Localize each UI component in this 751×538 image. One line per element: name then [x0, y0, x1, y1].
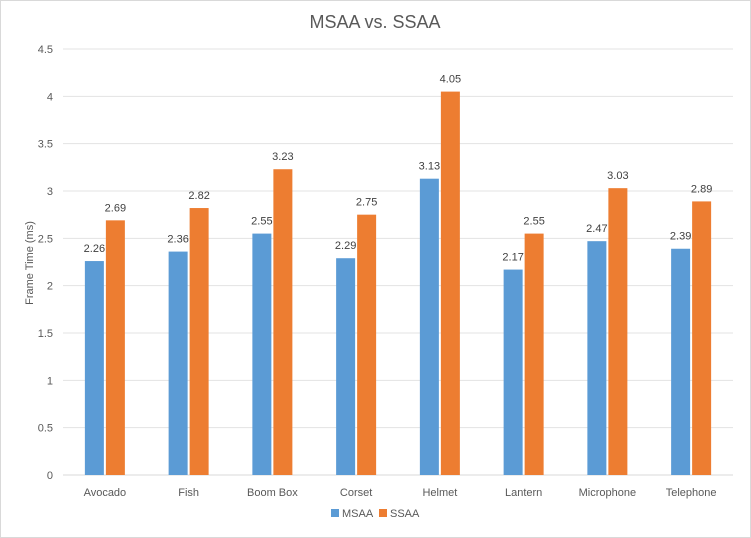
bar-ssaa-fish: [189, 208, 209, 476]
legend-label-msaa: MSAA: [342, 508, 374, 520]
data-label: 2.55: [251, 216, 272, 228]
data-label: 2.75: [356, 197, 377, 209]
x-tick-label: Helmet: [422, 487, 457, 499]
y-tick-label: 1.5: [38, 328, 53, 340]
x-tick-label: Corset: [340, 487, 372, 499]
data-label: 2.39: [670, 231, 691, 243]
data-labels: 2.26 2.69 2.36 2.82 2.55 3.23 2.29 2.75 3.13 4.05…: [84, 74, 713, 264]
x-tick-label: Microphone: [579, 487, 636, 499]
bar-ssaa-lantern: [524, 233, 544, 475]
y-tick-label: 2: [47, 281, 53, 293]
bar-ssaa-microphone: [608, 188, 628, 475]
bars: [84, 91, 712, 476]
y-tick-label: 0: [47, 470, 53, 482]
data-label: 3.13: [419, 161, 440, 173]
data-label: 2.82: [188, 190, 209, 202]
x-tick-label: Telephone: [666, 487, 717, 499]
legend: MSAA SSAA: [331, 508, 420, 520]
data-label: 2.55: [523, 216, 544, 228]
legend-swatch-msaa: [331, 509, 339, 517]
data-label: 2.47: [586, 223, 607, 235]
y-tick-label: 2.5: [38, 233, 53, 245]
bar-ssaa-telephone: [692, 201, 712, 475]
data-label: 2.89: [691, 183, 712, 195]
bar-msaa-lantern: [503, 269, 523, 475]
x-axis-ticks: Avocado Fish Boom Box Corset Helmet Lantern Mi…: [84, 487, 717, 499]
y-tick-label: 1: [47, 375, 53, 387]
y-tick-label: 3.5: [38, 139, 53, 151]
bar-msaa-fish: [168, 251, 188, 475]
data-label: 2.26: [84, 243, 105, 255]
data-label: 3.23: [272, 151, 293, 163]
bar-msaa-avocado: [84, 261, 104, 475]
x-tick-label: Avocado: [84, 487, 127, 499]
data-label: 3.03: [607, 170, 628, 182]
y-tick-label: 0.5: [38, 423, 53, 435]
y-axis-ticks: 0 0.5 1 1.5 2 2.5 3 3.5 4 4.5: [38, 44, 53, 482]
bar-ssaa-helmet: [440, 91, 460, 475]
data-label: 4.05: [440, 74, 461, 86]
x-tick-label: Boom Box: [247, 487, 298, 499]
y-tick-label: 3: [47, 186, 53, 198]
bar-msaa-corset: [336, 258, 356, 475]
data-label: 2.69: [105, 202, 126, 214]
data-label: 2.17: [502, 252, 523, 264]
bar-msaa-helmet: [419, 178, 439, 475]
chart-title: MSAA vs. SSAA: [309, 12, 440, 32]
grid-lines: [63, 48, 733, 476]
data-label: 2.29: [335, 240, 356, 252]
data-label: 2.36: [167, 234, 188, 246]
y-tick-label: 4.5: [38, 44, 53, 56]
bar-msaa-telephone: [671, 248, 691, 475]
bar-ssaa-avocado: [105, 220, 125, 475]
bar-ssaa-corset: [357, 214, 377, 475]
x-tick-label: Lantern: [505, 487, 542, 499]
legend-label-ssaa: SSAA: [390, 508, 420, 520]
bar-msaa-boom-box: [252, 233, 272, 475]
legend-swatch-ssaa: [379, 509, 387, 517]
x-tick-label: Fish: [178, 487, 199, 499]
bar-msaa-microphone: [587, 241, 607, 475]
y-axis-title: Frame Time (ms): [24, 221, 36, 305]
bar-ssaa-boom-box: [273, 169, 293, 475]
y-tick-label: 4: [47, 91, 53, 103]
